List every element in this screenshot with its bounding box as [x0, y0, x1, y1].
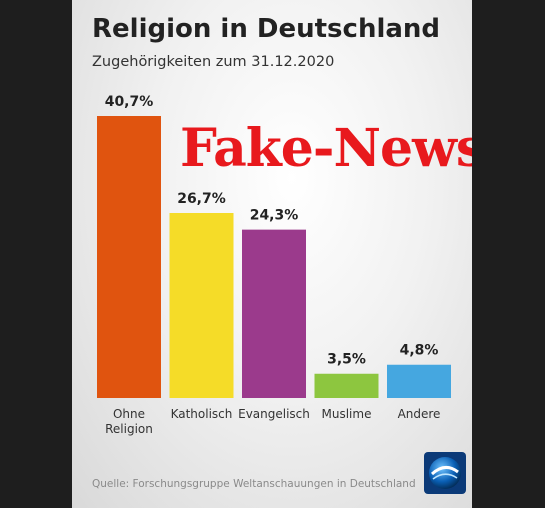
category-label-3-0: Muslime [322, 407, 372, 421]
bar-value-label-0: 40,7% [105, 94, 154, 110]
category-label-0-0: Ohne [113, 407, 145, 421]
bar-1 [169, 213, 234, 398]
category-label-1-0: Katholisch [171, 407, 233, 421]
fake-news-overlay: Fake-News [180, 118, 472, 179]
bar-value-label-2: 24,3% [250, 208, 299, 224]
chart-subtitle: Zugehörigkeiten zum 31.12.2020 [92, 54, 335, 70]
bar-0 [97, 116, 161, 398]
bar-value-label-1: 26,7% [177, 191, 226, 207]
tagesschau-globe-icon [424, 452, 466, 494]
source-note: Quelle: Forschungsgruppe Weltanschauunge… [92, 478, 416, 490]
infographic-card: Religion in Deutschland Zugehörigkeiten … [72, 0, 472, 508]
bar-value-label-4: 4,8% [400, 343, 439, 359]
bar-3 [314, 373, 379, 398]
category-label-4-0: Andere [398, 407, 441, 421]
bar-value-label-3: 3,5% [327, 352, 366, 368]
bar-4 [387, 364, 451, 398]
category-label-0-1: Religion [105, 422, 153, 436]
chart-title: Religion in Deutschland [92, 14, 441, 44]
bar-2 [242, 229, 306, 398]
category-label-2-0: Evangelisch [238, 407, 310, 421]
